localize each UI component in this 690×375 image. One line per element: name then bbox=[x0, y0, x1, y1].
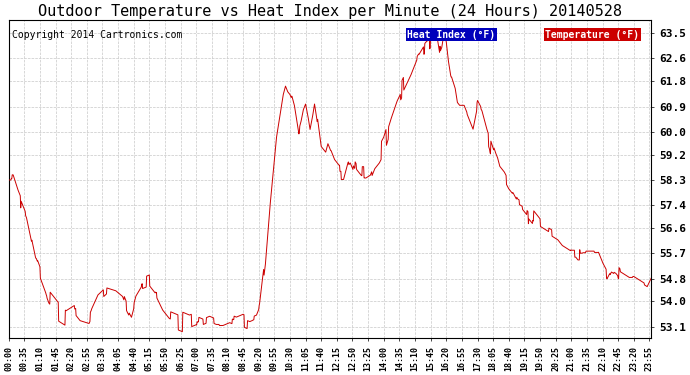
Title: Outdoor Temperature vs Heat Index per Minute (24 Hours) 20140528: Outdoor Temperature vs Heat Index per Mi… bbox=[38, 4, 622, 19]
Text: Temperature (°F): Temperature (°F) bbox=[545, 30, 639, 40]
Text: Copyright 2014 Cartronics.com: Copyright 2014 Cartronics.com bbox=[12, 30, 182, 40]
Text: Heat Index (°F): Heat Index (°F) bbox=[407, 30, 495, 40]
